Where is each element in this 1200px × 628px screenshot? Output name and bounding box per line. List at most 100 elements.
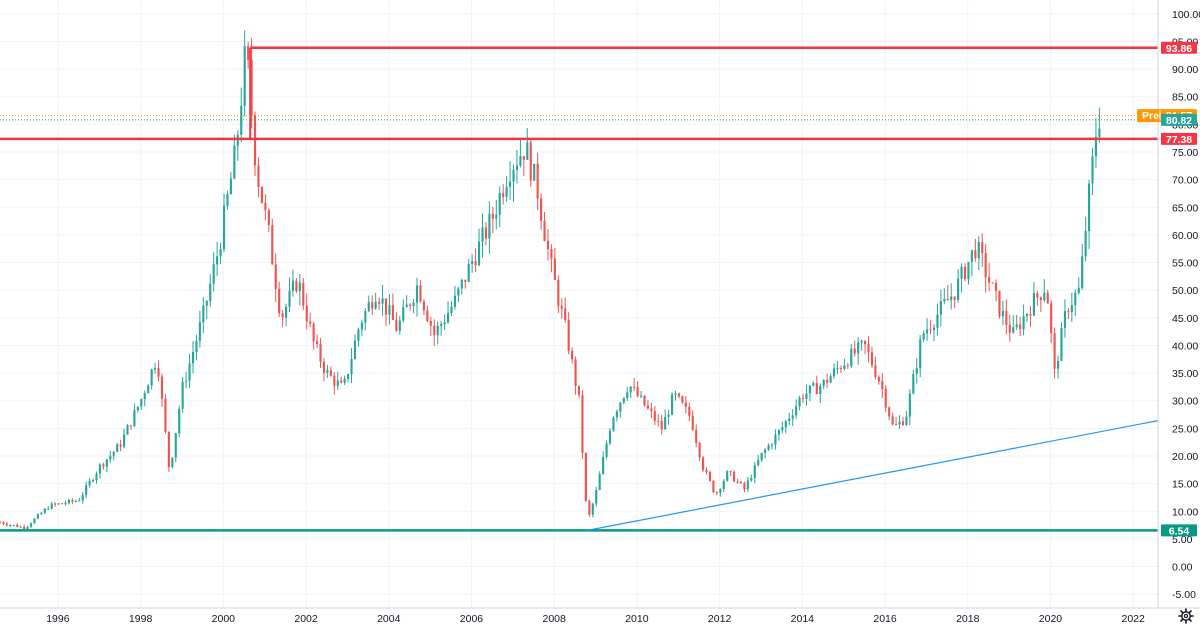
candle-body xyxy=(491,213,494,219)
candle-body xyxy=(602,456,605,475)
candle-body xyxy=(9,524,12,526)
candle-body xyxy=(529,142,532,181)
candle-body xyxy=(88,480,91,486)
candle-body xyxy=(350,358,353,375)
candle-body xyxy=(722,480,725,490)
candle-body xyxy=(743,483,746,490)
candle-body xyxy=(360,322,363,330)
candle-body xyxy=(433,325,436,336)
candle-body xyxy=(974,250,977,259)
candle-body xyxy=(457,288,460,296)
candle-body xyxy=(388,305,391,315)
candle-body xyxy=(870,352,874,366)
candle-body xyxy=(154,368,157,370)
candle-body xyxy=(608,430,612,444)
x-tick-label: 2000 xyxy=(212,613,236,625)
candle-body xyxy=(278,288,281,314)
candle-body xyxy=(343,378,346,383)
candle-body xyxy=(405,304,408,308)
candle-body xyxy=(857,342,860,354)
candle-body xyxy=(367,302,370,311)
level-price-tag xyxy=(1161,132,1197,145)
candle-body xyxy=(136,406,139,411)
candle-body xyxy=(560,305,563,309)
candle-body xyxy=(216,256,219,265)
candle-body xyxy=(291,281,295,291)
y-tick-label: 70.00 xyxy=(1172,175,1198,187)
candle-body xyxy=(243,46,246,106)
candle-body xyxy=(808,385,811,394)
candle-body xyxy=(450,306,453,314)
candle-body xyxy=(488,213,491,239)
y-tick-label: 40.00 xyxy=(1172,340,1198,352)
candle-body xyxy=(708,471,712,481)
candle-body xyxy=(1008,324,1011,333)
candle-body xyxy=(222,205,226,250)
candle-body xyxy=(398,320,401,331)
drawings xyxy=(0,46,1159,532)
candle-body xyxy=(657,420,660,422)
candle-body xyxy=(1056,360,1060,369)
candle-body xyxy=(681,396,684,403)
candle-body xyxy=(481,227,484,242)
candle-body xyxy=(123,434,126,447)
candle-body xyxy=(798,398,801,407)
candle-body xyxy=(540,198,543,221)
candle-body xyxy=(1043,292,1046,301)
candle-body xyxy=(253,115,257,166)
candle-body xyxy=(915,368,918,374)
candle-body xyxy=(260,186,263,203)
candle-body xyxy=(205,301,208,306)
candle-body xyxy=(901,421,905,425)
candle-body xyxy=(936,314,939,328)
candle-body xyxy=(543,220,546,241)
candle-body xyxy=(129,425,133,427)
candle-body xyxy=(839,368,842,370)
candle-body xyxy=(801,398,805,400)
candle-body xyxy=(71,499,74,502)
candle-body xyxy=(1025,313,1029,317)
candle-body xyxy=(733,472,736,482)
y-tick-label: 35.00 xyxy=(1172,368,1198,380)
x-tick-label: 2004 xyxy=(377,613,401,625)
y-tick-label: 0.00 xyxy=(1172,562,1193,574)
candle-body xyxy=(171,457,174,468)
candle-body xyxy=(1019,324,1022,330)
y-tick-label: 55.00 xyxy=(1172,258,1198,270)
candle-body xyxy=(415,285,419,303)
y-tick-label: 60.00 xyxy=(1172,230,1198,242)
candle-body xyxy=(667,414,670,417)
candle-body xyxy=(953,296,956,300)
candle-body xyxy=(1005,310,1008,325)
candle-body xyxy=(50,503,53,509)
candle-body xyxy=(1053,333,1056,369)
candle-body xyxy=(670,394,674,415)
candle-body xyxy=(1088,183,1091,231)
candle-body xyxy=(950,296,953,301)
last-price-tag xyxy=(1161,113,1197,126)
candle-body xyxy=(357,329,360,341)
candle-body xyxy=(443,322,446,324)
candle-body xyxy=(646,405,649,409)
candle-body xyxy=(185,380,188,382)
candle-body xyxy=(622,398,625,403)
candle-body xyxy=(553,258,556,280)
candle-body xyxy=(43,508,46,513)
candle-body xyxy=(850,348,853,367)
chart-settings-button[interactable] xyxy=(1176,606,1196,626)
candle-body xyxy=(453,295,456,307)
candle-body xyxy=(226,194,229,206)
candle-body xyxy=(1015,324,1018,328)
candle-body xyxy=(591,503,594,515)
candle-body xyxy=(336,380,339,386)
candle-body xyxy=(167,431,170,468)
candle-body xyxy=(1063,311,1067,328)
candle-body xyxy=(519,156,522,166)
candle-body xyxy=(653,411,656,421)
candle-body xyxy=(19,526,22,528)
candle-body xyxy=(74,500,77,502)
candle-body xyxy=(533,163,536,181)
candle-body xyxy=(874,365,877,378)
candle-body xyxy=(943,298,946,302)
